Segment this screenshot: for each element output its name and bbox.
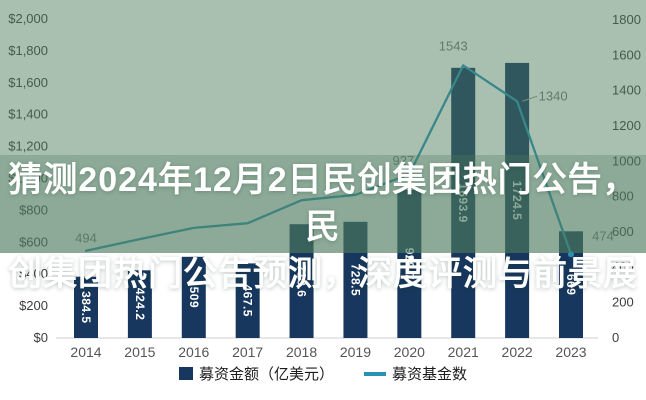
title-band — [0, 155, 646, 253]
left-axis-tick: $200 — [19, 298, 48, 313]
left-axis-tick: $1,000 — [8, 171, 48, 186]
x-axis-tick: 2021 — [448, 344, 479, 360]
bar-series-swatch — [178, 367, 193, 380]
line-label-1543: 1543 — [439, 38, 468, 53]
bar-label-2023: 669 — [564, 274, 578, 296]
right-axis-tick: 200 — [612, 295, 634, 310]
x-axis-tick: 2014 — [70, 344, 101, 360]
legend-item-amount: 募资金额（亿美元） — [178, 363, 334, 384]
right-axis-tick: 400 — [612, 259, 634, 274]
bar-2019 — [343, 221, 368, 338]
legend-label-count: 募资基金数 — [392, 366, 468, 383]
left-axis-tick: $600 — [19, 234, 48, 249]
green-tint-overlay — [0, 0, 646, 253]
bar-2018 — [289, 224, 314, 338]
x-axis-tick: 2016 — [178, 344, 209, 360]
bar-2017 — [235, 263, 260, 338]
bar-label-2019: 728.5 — [348, 264, 362, 297]
right-axis-tick: 1400 — [612, 83, 641, 98]
left-axis-tick: $1,400 — [8, 107, 48, 122]
left-axis-tick: $0 — [34, 330, 48, 345]
right-axis-tick: 0 — [612, 330, 619, 345]
bar-2022 — [505, 62, 530, 339]
bar-2023 — [559, 231, 584, 338]
line-series-swatch — [364, 371, 386, 376]
bar-2015 — [127, 270, 152, 338]
line-label-494: 494 — [75, 231, 97, 246]
x-axis-tick: 2020 — [394, 344, 425, 360]
right-axis-tick: 1600 — [612, 47, 641, 62]
left-axis-tick: $1,600 — [8, 75, 48, 90]
left-axis-tick: $1,800 — [8, 43, 48, 58]
left-axis-tick: $400 — [19, 266, 48, 281]
bar-2016 — [181, 256, 206, 338]
x-axis-tick: 2018 — [286, 344, 317, 360]
bar-label-2021: 1693.9 — [456, 183, 470, 223]
right-axis-tick: 1200 — [612, 118, 641, 133]
x-axis-tick: 2015 — [124, 344, 155, 360]
line-label-927: 927 — [392, 153, 414, 168]
right-axis-tick: 1000 — [612, 153, 641, 168]
x-axis-tick: 2022 — [502, 344, 533, 360]
bar-2021 — [451, 67, 476, 339]
x-axis-tick: 2023 — [555, 344, 586, 360]
line-label-1340: 1340 — [539, 88, 568, 103]
x-axis-tick: 2017 — [232, 344, 263, 360]
overlay-title: 猜测2024年12月2日民创集团热门公告，民 创集团热门公告预测，深度评测与前景… — [0, 157, 646, 298]
bar-label-2018: 713.6 — [295, 265, 309, 298]
left-axis-tick: $2,000 — [8, 11, 48, 26]
line-label-leader — [521, 95, 538, 102]
legend-item-count: 募资基金数 — [364, 363, 467, 384]
bar-2014 — [74, 276, 98, 338]
overlay-title-line2: 创集团热门公告预测，深度评测与前景展 — [8, 255, 638, 293]
right-axis-tick: 600 — [612, 224, 634, 239]
line-label-474: 474 — [592, 228, 614, 243]
overlay-title-line1: 猜测2024年12月2日民创集团热门公告，民 — [8, 161, 638, 246]
bar-label-2014: 384.5 — [79, 291, 93, 324]
right-axis-tick: 800 — [612, 189, 634, 204]
line-end-marker — [568, 251, 575, 258]
legend: 募资金额（亿美元） 募资基金数 — [0, 363, 646, 384]
bar-label-2015: 424.2 — [133, 288, 147, 321]
left-axis-tick: $800 — [19, 202, 48, 217]
left-axis-tick: $1,200 — [8, 139, 48, 154]
bar-label-2016: 509 — [187, 287, 201, 309]
bar-label-2020: 929.7 — [402, 248, 416, 281]
legend-label-amount: 募资金额（亿美元） — [198, 366, 334, 383]
right-axis-tick: 1800 — [612, 12, 641, 27]
bar-label-2017: 467.5 — [241, 284, 255, 317]
bar-label-2022: 1724.5 — [510, 181, 524, 221]
x-axis-tick: 2019 — [340, 344, 371, 360]
bar-2020 — [397, 189, 422, 338]
fund-count-line — [84, 64, 573, 256]
